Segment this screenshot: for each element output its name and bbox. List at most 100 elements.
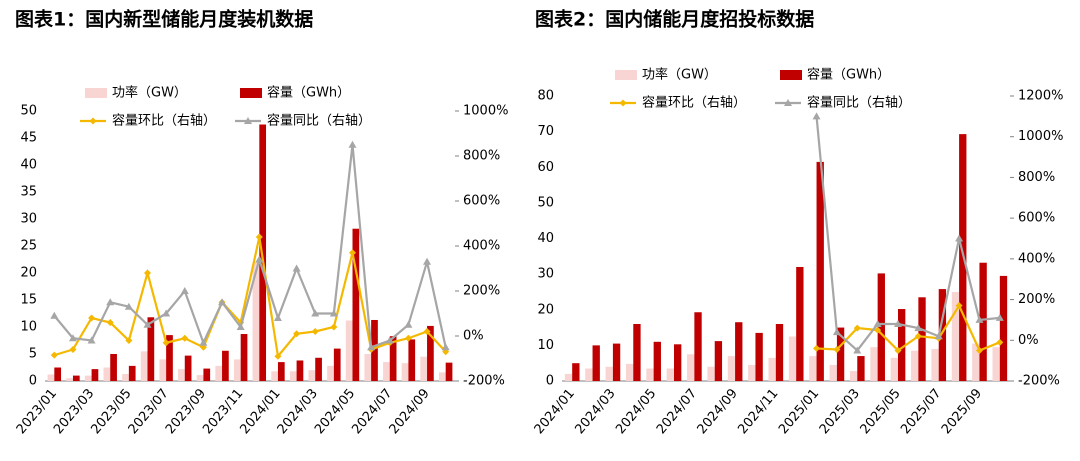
legend-label: 容量同比（右轴） [807, 95, 911, 111]
bar [122, 373, 129, 381]
chart-title: 图表2：国内储能月度招投标数据 [535, 8, 814, 31]
bar [918, 297, 926, 381]
y-tick-label: 0 [546, 374, 554, 389]
y2-tick-label: 600% [463, 194, 500, 209]
y2-tick-label: 1000% [1018, 129, 1063, 144]
x-tick-label: 2024/05 [613, 386, 659, 437]
bar [849, 371, 858, 381]
bar [445, 362, 453, 381]
bar [296, 360, 304, 381]
line-marker [88, 314, 96, 322]
line-marker [162, 309, 171, 317]
bar [371, 319, 378, 381]
y2-tick-label: 800% [1018, 170, 1055, 185]
bar [788, 336, 797, 381]
y-tick-label: 20 [20, 266, 37, 281]
y2-tick-label: 800% [463, 149, 500, 164]
y-tick-label: 0 [29, 374, 37, 389]
x-tick-label: 2024/09 [387, 386, 433, 437]
x-tick-label: 2024/01 [532, 386, 578, 437]
line-marker [69, 346, 77, 353]
bar [911, 350, 919, 381]
bar [694, 312, 702, 381]
bar [687, 354, 695, 381]
line-marker [218, 298, 227, 306]
bar [938, 289, 947, 381]
line-marker [144, 269, 151, 277]
line-marker [106, 319, 114, 326]
bar [612, 343, 621, 381]
line-marker [68, 334, 77, 342]
bar [184, 355, 192, 381]
x-tick-label: 2024/03 [572, 386, 618, 437]
line-marker [996, 338, 1004, 346]
legend-marker [784, 99, 792, 106]
bar [890, 357, 898, 381]
bar [836, 327, 845, 381]
bar [809, 356, 817, 381]
legend-marker [89, 117, 97, 125]
bar [252, 262, 260, 381]
bar [159, 359, 167, 381]
line-marker [106, 298, 115, 306]
legend-swatch [85, 88, 107, 98]
line-marker [367, 343, 376, 351]
line-marker [853, 346, 862, 354]
x-tick-label: 2024/07 [654, 386, 700, 437]
legend-marker [244, 117, 252, 124]
legend-label: 容量同比（右轴） [267, 113, 371, 129]
bar [196, 375, 204, 381]
line-marker [404, 334, 412, 342]
bar [277, 362, 285, 381]
bar [389, 336, 397, 381]
legend-label: 功率（GW） [112, 85, 187, 101]
line-marker [812, 112, 821, 120]
bar [707, 366, 715, 381]
bar [898, 309, 906, 381]
line-marker [975, 315, 984, 323]
line-marker [955, 234, 964, 242]
bar [408, 339, 416, 381]
line-marker [87, 336, 96, 344]
bar [564, 373, 573, 381]
line-marker [914, 332, 922, 340]
y-tick-label: 25 [20, 239, 37, 254]
bar [870, 347, 878, 381]
bar [674, 344, 682, 381]
bar [54, 367, 62, 381]
legend-label: 容量（GWh） [807, 67, 890, 83]
line-marker [50, 311, 59, 319]
legend-marker [619, 99, 627, 107]
x-tick-label: 2025/05 [858, 386, 904, 437]
x-tick-label: 2025/01 [776, 386, 822, 437]
y2-tick-label: 1200% [1018, 89, 1063, 104]
bar [755, 332, 763, 381]
y-tick-label: 50 [20, 104, 37, 119]
bar [240, 334, 248, 381]
bar [110, 354, 117, 381]
line-marker [273, 314, 282, 321]
line-series [815, 116, 1000, 353]
bar [775, 324, 784, 381]
line-marker [874, 326, 882, 334]
bar [271, 371, 278, 381]
bar [605, 366, 613, 381]
chart-title: 图表1：国内新型储能月度装机数据 [15, 8, 313, 31]
legend-swatch [615, 70, 637, 80]
bar [857, 356, 865, 381]
bar [420, 356, 428, 381]
line-marker [255, 233, 263, 241]
y2-tick-label: -200% [463, 374, 505, 389]
line-series [54, 236, 447, 359]
legend-label: 功率（GW） [642, 67, 717, 83]
line-marker [311, 309, 320, 317]
legend-label: 容量（GWh） [267, 85, 350, 101]
bar [427, 325, 434, 381]
bar [383, 362, 390, 381]
line-marker [423, 257, 432, 265]
y-tick-label: 60 [537, 160, 554, 175]
line-marker [832, 328, 841, 336]
y-tick-label: 30 [20, 212, 37, 227]
bar [951, 291, 960, 381]
line-marker [255, 255, 264, 263]
